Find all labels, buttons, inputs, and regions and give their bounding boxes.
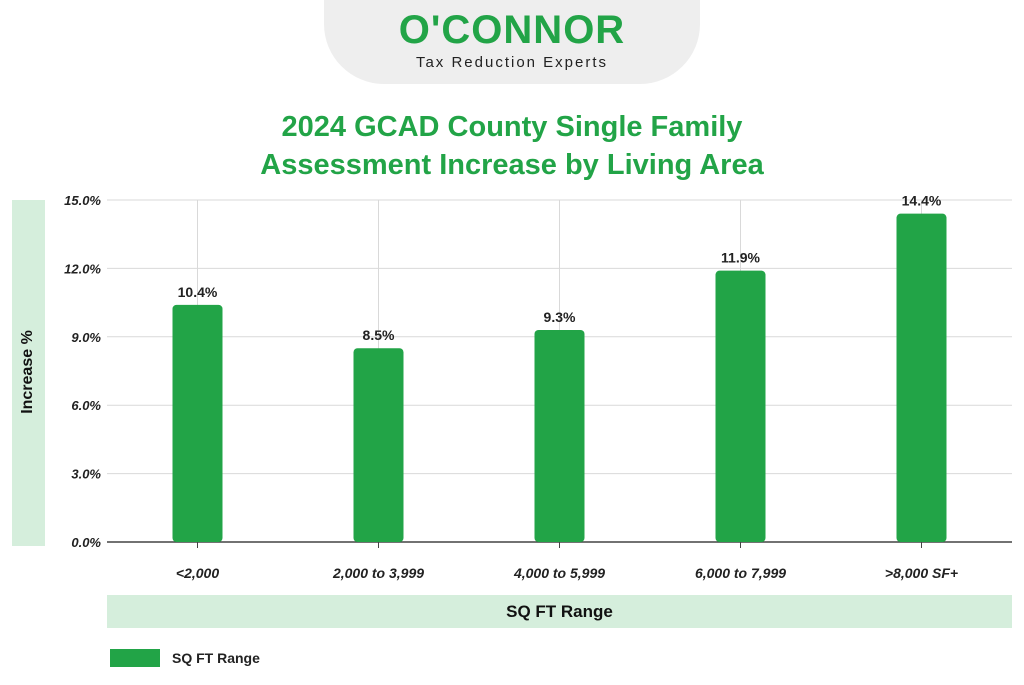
y-axis-label-band (12, 200, 45, 546)
bar (715, 270, 766, 542)
data-label: 14.4% (902, 193, 942, 209)
bar (534, 329, 585, 542)
x-tick-label: <2,000 (176, 565, 219, 581)
chart-title-line-1: 2024 GCAD County Single Family (281, 111, 743, 143)
y-tick-label: 0.0% (71, 535, 101, 550)
data-label: 10.4% (178, 284, 218, 300)
y-tick-label: 3.0% (71, 467, 101, 482)
data-label: 8.5% (363, 327, 395, 343)
y-tick-label: 15.0% (64, 193, 101, 208)
y-tick-label: 12.0% (64, 261, 101, 276)
x-axis-label: SQ FT Range (506, 602, 613, 621)
bar (896, 213, 947, 542)
x-tick-label: 2,000 to 3,999 (332, 565, 424, 581)
x-tick-label: 6,000 to 7,999 (695, 565, 786, 581)
x-tick-label: 4,000 to 5,999 (513, 565, 605, 581)
x-axis-label-band: SQ FT Range (107, 595, 1012, 628)
logo: O'CONNOR Tax Reduction Experts (324, 0, 700, 84)
legend-swatch (110, 649, 160, 667)
data-label: 9.3% (544, 309, 576, 325)
data-label: 11.9% (721, 250, 760, 266)
y-tick-label: 9.0% (71, 330, 101, 345)
bar (353, 348, 404, 542)
chart-title: 2024 GCAD County Single Family Assessmen… (112, 108, 912, 184)
chart-title-line-2: Assessment Increase by Living Area (260, 149, 764, 181)
logo-tagline: Tax Reduction Experts (415, 54, 609, 71)
logo-wordmark: O'CONNOR (398, 8, 626, 52)
bar (172, 304, 223, 542)
y-tick-label: 6.0% (71, 398, 101, 413)
x-tick-label: >8,000 SF+ (885, 565, 958, 581)
legend-label: SQ FT Range (172, 650, 260, 666)
